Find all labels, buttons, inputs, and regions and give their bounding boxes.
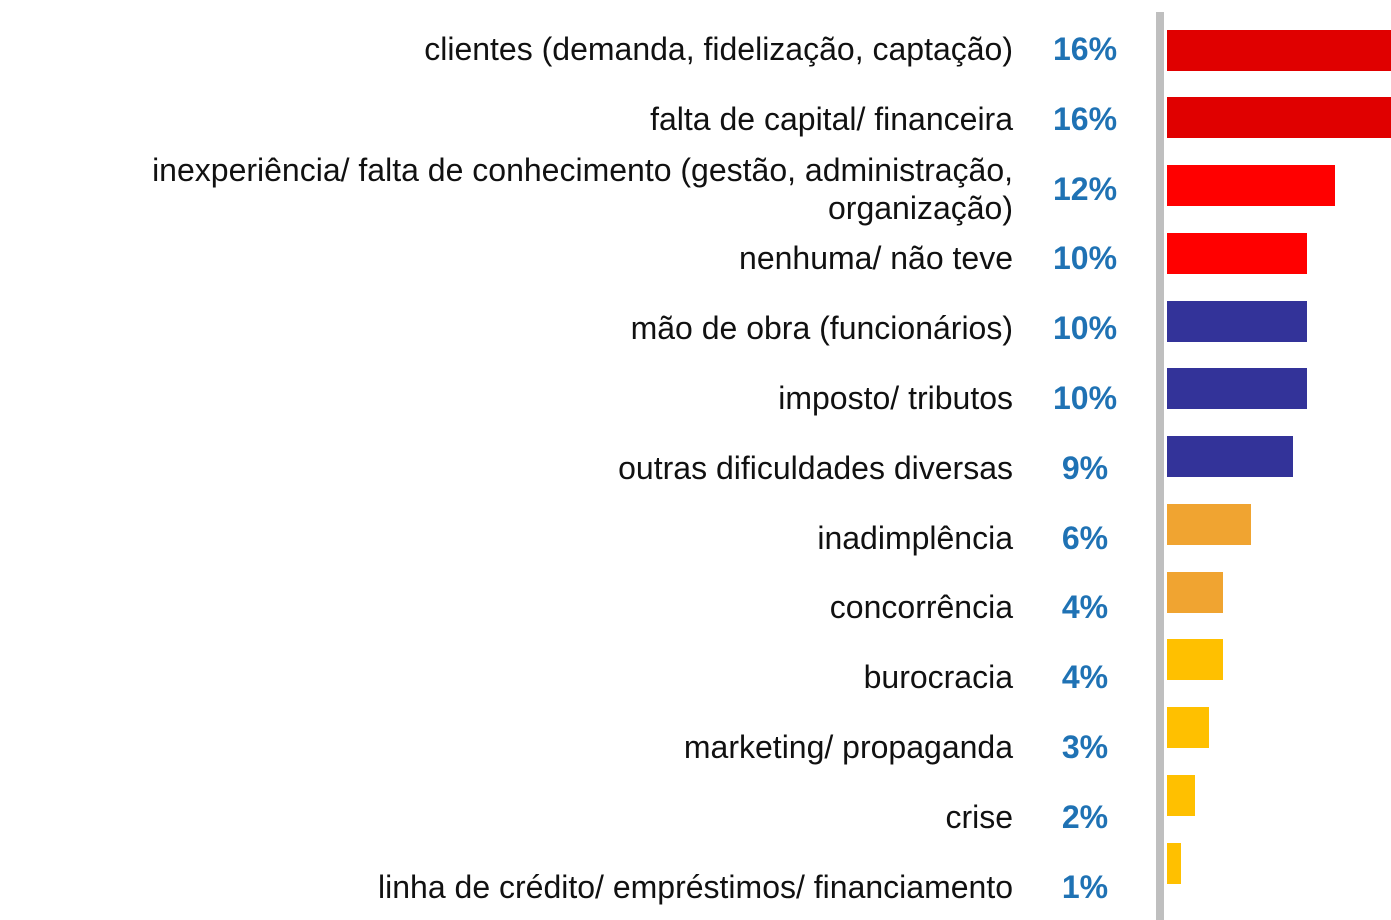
category-label: mão de obra (funcionários)	[630, 310, 1013, 347]
bar	[1167, 165, 1335, 206]
value-label: 10%	[1052, 310, 1118, 347]
value-label: 6%	[1061, 519, 1109, 556]
bar	[1167, 368, 1307, 410]
category-label: outras dificuldades diversas	[618, 449, 1013, 486]
value-label: 3%	[1061, 729, 1109, 765]
bar	[1167, 97, 1391, 139]
category-label: imposto/ tributos	[778, 380, 1013, 416]
category-label: clientes (demanda, fidelização, captação…	[424, 31, 1013, 67]
category-label: falta de capital/ financeira	[650, 100, 1013, 137]
bar	[1167, 29, 1391, 71]
category-label: inexperiência/ falta de conhecimento (ge…	[152, 151, 1013, 226]
category-label: linha de crédito/ empréstimos/ financiam…	[378, 868, 1013, 905]
value-label: 10%	[1052, 240, 1118, 277]
bar	[1167, 571, 1223, 613]
value-label: 4%	[1061, 659, 1109, 696]
bar	[1167, 300, 1307, 342]
value-label: 2%	[1061, 798, 1109, 835]
bar	[1167, 842, 1181, 884]
category-label: nenhuma/ não teve	[739, 240, 1013, 277]
value-label: 4%	[1061, 589, 1109, 626]
category-label: crise	[945, 798, 1013, 835]
value-label: 12%	[1052, 170, 1118, 207]
bar	[1167, 639, 1223, 681]
value-label: 1%	[1061, 868, 1109, 905]
category-label: burocracia	[863, 659, 1013, 696]
category-label: marketing/ propaganda	[683, 729, 1013, 765]
value-label: 9%	[1061, 449, 1109, 486]
category-label: inadimplência	[817, 519, 1013, 556]
bar	[1167, 774, 1195, 816]
bar	[1167, 436, 1293, 477]
value-label: 10%	[1052, 380, 1118, 416]
axis-line	[1156, 12, 1164, 920]
bar	[1167, 503, 1251, 545]
bar	[1167, 707, 1209, 748]
value-label: 16%	[1052, 31, 1118, 67]
category-label: concorrência	[829, 589, 1013, 626]
value-label: 16%	[1052, 100, 1118, 137]
bar	[1167, 232, 1307, 274]
